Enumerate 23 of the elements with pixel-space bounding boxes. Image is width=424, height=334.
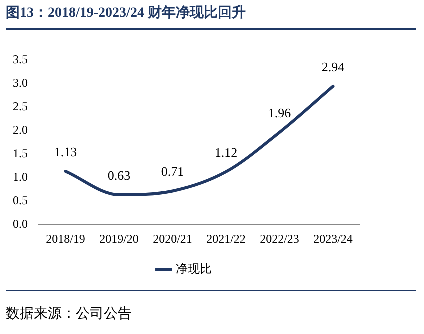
y-tick-label: 1.0: [13, 170, 28, 184]
y-tick-label: 2.5: [13, 99, 28, 114]
y-tick-label: 1.5: [13, 146, 28, 160]
x-tick-label: 2021/22: [206, 232, 246, 246]
y-tick-label: 0.0: [13, 216, 28, 231]
data-label: 1.12: [214, 144, 238, 160]
chart-title: 图13：2018/19-2023/24 财年净现比回升: [6, 4, 416, 30]
data-label: 0.71: [161, 164, 184, 180]
data-label: 1.13: [54, 144, 78, 160]
y-tick-label: 3.0: [13, 76, 28, 90]
y-tick-label: 0.5: [13, 193, 28, 208]
x-tick-label: 2022/23: [260, 232, 300, 246]
legend-label: 净现比: [176, 262, 212, 276]
y-tick-label: 3.5: [13, 52, 28, 66]
x-tick-label: 2023/24: [314, 232, 353, 246]
x-tick-label: 2020/21: [153, 232, 192, 246]
data-label: 0.63: [108, 168, 131, 183]
data-label: 2.94: [322, 59, 346, 74]
source-note: 数据来源：公司公告: [6, 290, 416, 323]
data-label: 1.96: [268, 105, 292, 120]
x-tick-label: 2019/20: [100, 232, 139, 246]
x-tick-label: 2018/19: [46, 232, 86, 246]
y-tick-label: 2.0: [13, 122, 28, 137]
